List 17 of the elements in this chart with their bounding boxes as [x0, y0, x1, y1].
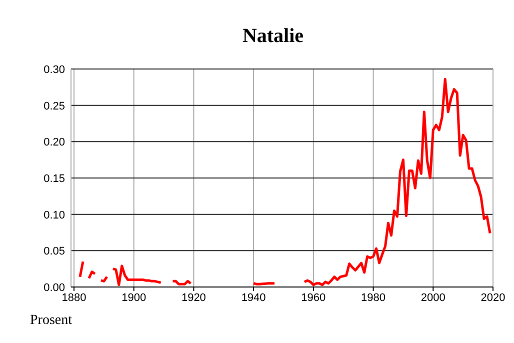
- y-axis-title: Prosent: [30, 313, 72, 328]
- x-tick-label: 1960: [301, 292, 326, 304]
- y-tick-label: 0.25: [44, 100, 65, 112]
- y-tick-label: 0.20: [44, 136, 65, 149]
- x-tick-label: 1940: [241, 292, 266, 304]
- y-tick-label: 0.10: [44, 209, 65, 222]
- x-tick-label: 2000: [420, 292, 446, 304]
- y-tick-label: 0.15: [44, 173, 65, 185]
- x-tick-label: 2020: [480, 292, 506, 304]
- y-tick-label: 0.00: [44, 282, 65, 294]
- x-tick-label: 1880: [62, 292, 86, 304]
- y-tick-label: 0.30: [44, 64, 65, 76]
- x-tick-label: 1980: [361, 292, 386, 304]
- chart-title: Natalie: [242, 25, 304, 47]
- x-tick-label: 1900: [122, 292, 146, 304]
- x-tick-label: 1920: [181, 292, 206, 304]
- y-tick-label: 0.05: [44, 246, 65, 258]
